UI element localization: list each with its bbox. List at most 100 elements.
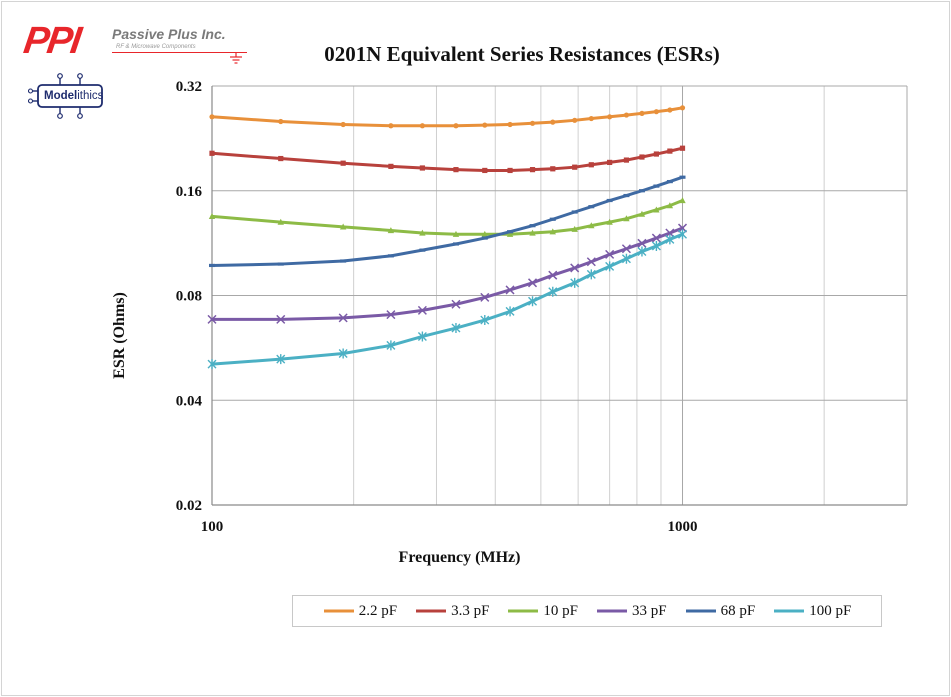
data-point (528, 278, 538, 288)
data-point (419, 123, 425, 129)
legend-label: 2.2 pF (358, 602, 398, 619)
data-point (623, 193, 630, 198)
data-point (588, 115, 594, 122)
series-line-3 (210, 226, 685, 321)
series-line-5 (210, 232, 685, 366)
data-point (549, 228, 556, 235)
ppi-logo-tagline: RF & Microwave Components (116, 44, 196, 50)
data-point (386, 340, 396, 351)
data-point (570, 263, 580, 273)
x-tick-label: 100 (201, 519, 224, 535)
data-point (339, 223, 347, 230)
data-point (419, 248, 426, 252)
legend-swatch (416, 609, 447, 613)
data-point (481, 236, 488, 240)
data-point (340, 259, 347, 263)
y-tick-label: 0.16 (176, 184, 203, 200)
data-point (572, 117, 578, 123)
data-point (666, 202, 674, 209)
data-point (606, 198, 613, 203)
data-point (679, 175, 686, 179)
data-point (507, 230, 514, 234)
data-point (678, 229, 688, 240)
data-point (653, 206, 660, 213)
data-point (653, 109, 659, 115)
data-point (417, 305, 427, 315)
data-point (679, 197, 686, 204)
data-point (607, 159, 613, 166)
data-point (586, 257, 596, 267)
data-point (667, 148, 673, 154)
data-point (338, 348, 348, 359)
x-axis-title: Frequency (MHz) (399, 549, 521, 566)
data-point (638, 189, 645, 193)
y-tick-label: 0.02 (176, 498, 202, 514)
chip-outline-icon (28, 73, 103, 119)
data-point (665, 234, 675, 245)
legend-swatch (597, 609, 627, 613)
y-tick-label: 0.32 (176, 79, 202, 95)
data-point (388, 163, 394, 169)
data-point (550, 166, 556, 172)
data-point (505, 306, 515, 317)
legend-item: 10 pF (507, 603, 578, 620)
data-point (276, 314, 286, 324)
chart-legend: 2.2 pF 3.3 pF 10 pF 33 pF 68 pF 100 pF (292, 595, 882, 627)
data-point (277, 218, 284, 225)
data-point (528, 296, 538, 307)
data-point (338, 313, 348, 323)
data-point (588, 162, 594, 168)
data-point (529, 120, 536, 126)
data-point (572, 164, 578, 170)
data-point (651, 233, 661, 243)
data-point (637, 238, 647, 248)
ppi-logo-rule (112, 52, 247, 53)
data-point (529, 224, 536, 228)
data-point (207, 359, 217, 370)
data-point (588, 205, 595, 209)
data-point (571, 225, 578, 232)
data-point (207, 314, 217, 324)
data-point (570, 277, 580, 288)
legend-label: 68 pF (720, 602, 756, 619)
data-point (417, 331, 427, 342)
data-point (209, 263, 215, 268)
data-point (278, 155, 284, 162)
data-point (529, 229, 536, 236)
data-point (507, 167, 513, 174)
data-point (588, 222, 595, 229)
data-point (666, 179, 673, 184)
legend-swatch (508, 609, 539, 613)
data-point (639, 154, 645, 160)
data-point (452, 230, 460, 237)
legend-item: 100 pF (773, 603, 851, 620)
data-point (340, 121, 346, 128)
data-point (621, 253, 631, 264)
data-point (209, 150, 215, 156)
data-point (387, 254, 394, 258)
data-point (481, 230, 488, 237)
data-point (653, 184, 660, 188)
data-point (278, 118, 284, 125)
series-line-2 (210, 199, 685, 236)
data-point (623, 112, 630, 118)
data-point (550, 119, 556, 125)
legend-item: 2.2 pF (323, 603, 397, 620)
chart-title: 0201N Equivalent Series Resistances (ESR… (324, 42, 720, 66)
data-point (637, 246, 647, 257)
x-tick-label: 1000 (668, 519, 698, 535)
legend-label: 3.3 pF (451, 602, 490, 619)
data-point (482, 122, 488, 128)
data-point (480, 315, 490, 326)
data-point (452, 242, 459, 246)
data-point (453, 123, 459, 129)
data-point (586, 269, 596, 280)
data-point (507, 121, 513, 128)
data-point (505, 285, 515, 295)
data-point (679, 105, 686, 111)
data-point (386, 310, 396, 320)
data-point (453, 167, 459, 173)
data-point (340, 160, 346, 166)
